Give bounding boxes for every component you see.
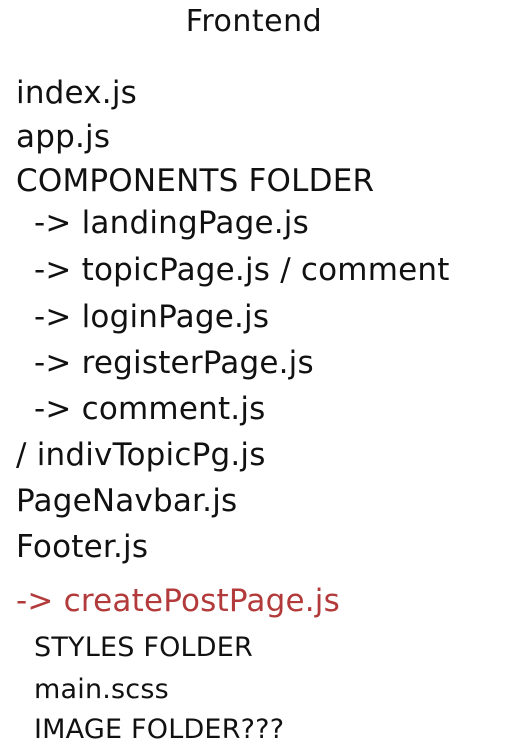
components-folder-heading: COMPONENTS FOLDER [16, 163, 375, 199]
component-register-page: -> registerPage.js [34, 345, 314, 381]
component-footer: Footer.js [16, 529, 149, 565]
file-main-scss: main.scss [34, 674, 169, 705]
component-indiv-topic-pg: / indivTopicPg.js [16, 437, 266, 473]
styles-folder-heading: STYLES FOLDER [34, 632, 253, 663]
file-app-js: app.js [16, 119, 111, 155]
file-index-js: index.js [16, 75, 138, 111]
component-topic-page: -> topicPage.js / comment [34, 252, 450, 288]
component-create-post-page: -> createPostPage.js [16, 583, 340, 619]
component-landing-page: -> landingPage.js [34, 205, 309, 241]
component-login-page: -> loginPage.js [34, 299, 270, 335]
page-title: Frontend [185, 4, 323, 39]
component-page-navbar: PageNavbar.js [16, 483, 238, 519]
component-comment: -> comment.js [34, 391, 266, 427]
image-folder-heading: IMAGE FOLDER??? [34, 714, 285, 745]
